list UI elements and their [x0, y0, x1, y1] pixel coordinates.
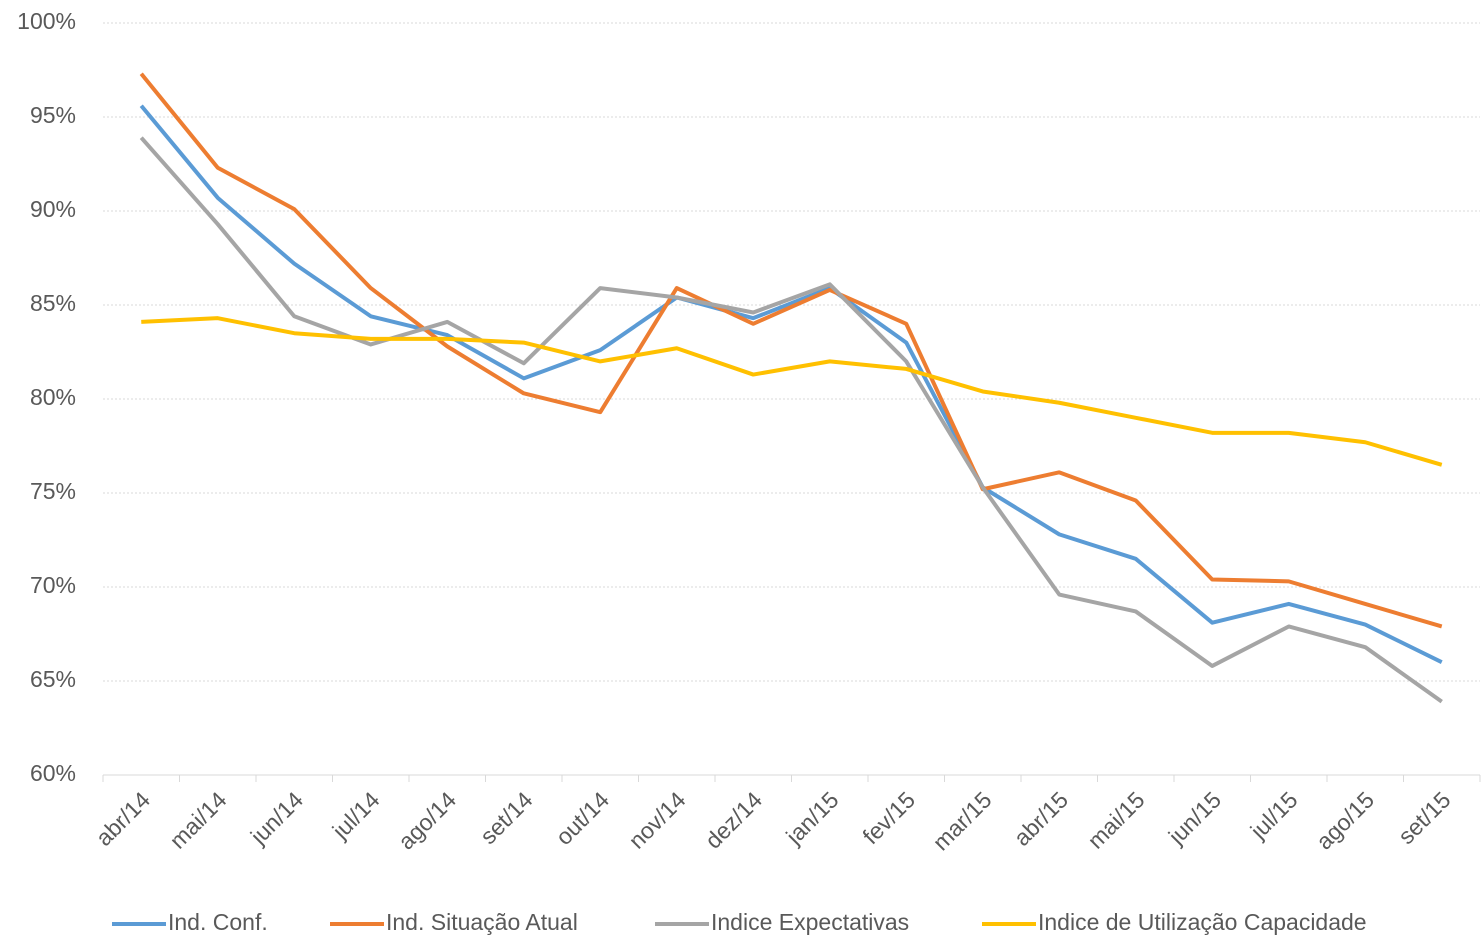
x-tick-label: jan/15	[780, 786, 843, 849]
x-tick-label: jun/15	[1163, 786, 1226, 849]
y-tick-label: 100%	[17, 8, 76, 34]
x-tick-label: set/14	[475, 786, 538, 849]
x-tick-label: fev/15	[857, 786, 920, 849]
x-tick-label: jun/14	[245, 786, 309, 850]
legend-label: Indice de Utilização Capacidade	[1038, 909, 1367, 935]
y-tick-label: 85%	[30, 290, 76, 316]
series-line	[139, 72, 1443, 629]
y-tick-label: 80%	[30, 384, 76, 410]
legend-label: Indice Expectativas	[711, 909, 909, 935]
legend-label: Ind. Conf.	[168, 909, 268, 935]
x-tick-label: ago/14	[393, 786, 461, 854]
y-tick-label: 90%	[30, 196, 76, 222]
x-tick-label: mai/14	[164, 786, 231, 853]
x-tick-label: mar/15	[928, 786, 997, 855]
x-tick-label: dez/14	[700, 786, 767, 853]
series-line	[141, 316, 1443, 467]
y-tick-label: 60%	[30, 760, 76, 786]
x-tick-label: jul/14	[327, 786, 385, 844]
x-tick-label: abr/14	[91, 786, 156, 851]
series-line	[139, 104, 1443, 664]
y-tick-label: 65%	[30, 666, 76, 692]
y-tick-label: 75%	[30, 478, 76, 504]
x-tick-label: nov/14	[623, 786, 690, 853]
x-tick-label: ago/15	[1311, 786, 1379, 854]
x-tick-label: out/14	[550, 786, 614, 850]
x-tick-label: abr/15	[1009, 786, 1074, 851]
x-tick-label: mai/15	[1082, 786, 1149, 853]
y-tick-label: 95%	[30, 102, 76, 128]
x-tick-label: set/15	[1393, 786, 1456, 849]
y-tick-label: 70%	[30, 572, 76, 598]
legend-label: Ind. Situação Atual	[386, 909, 578, 935]
series-line	[139, 136, 1443, 704]
x-tick-label: jul/15	[1245, 786, 1303, 844]
